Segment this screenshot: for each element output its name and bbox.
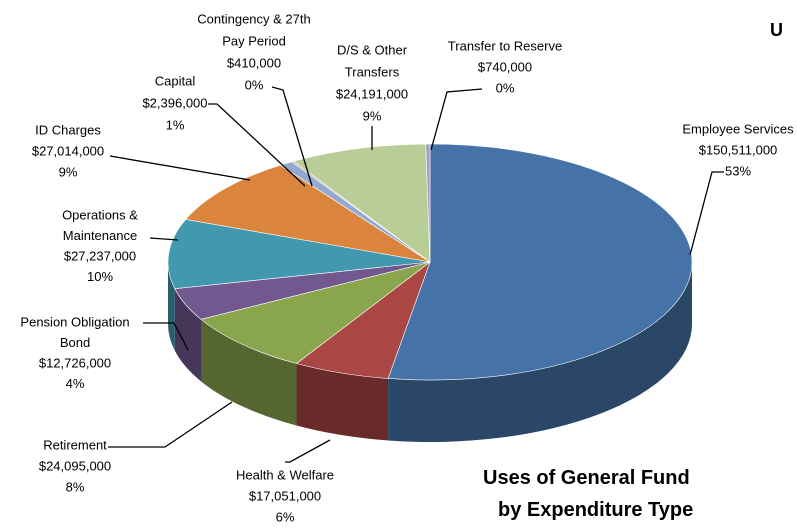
category-label: Transfers — [345, 64, 400, 79]
percent-label: 0% — [245, 77, 264, 92]
leader-line — [108, 401, 233, 448]
category-label: Bond — [60, 335, 90, 350]
category-label: Capital — [155, 73, 196, 88]
value-label: $17,051,000 — [249, 488, 321, 503]
leader-line — [143, 322, 189, 351]
slice-side — [388, 262, 692, 442]
category-label: Employee Services — [682, 121, 794, 136]
category-label: Contingency & 27th — [197, 11, 310, 26]
percent-label: 0% — [496, 80, 515, 95]
category-label: Maintenance — [63, 228, 137, 243]
value-label: $27,014,000 — [32, 143, 104, 158]
leader-line — [285, 439, 331, 463]
percent-label: 1% — [166, 117, 185, 132]
slice-side — [168, 262, 175, 351]
value-label: $24,095,000 — [39, 458, 111, 473]
category-label: Health & Welfare — [236, 467, 334, 482]
category-label: ID Charges — [35, 122, 101, 137]
slice — [293, 143, 431, 263]
value-label: $740,000 — [478, 59, 532, 74]
value-label: $410,000 — [227, 55, 281, 70]
leader-line — [208, 103, 306, 187]
chart-title: Uses of General Fund — [483, 467, 690, 489]
leader-line — [430, 88, 483, 151]
slice — [185, 164, 431, 263]
slice — [387, 143, 693, 381]
category-label: Pay Period — [222, 33, 286, 48]
leader-line — [689, 171, 724, 256]
category-label: Transfer to Reserve — [448, 38, 562, 53]
leader-line — [149, 237, 179, 241]
slice — [200, 261, 431, 364]
value-label: $12,726,000 — [39, 355, 111, 370]
slice-side — [296, 363, 389, 441]
percent-label: 4% — [66, 376, 85, 391]
leader-line — [271, 86, 313, 187]
percent-label: 9% — [363, 108, 382, 123]
chart-title: by Expenditure Type — [498, 499, 693, 521]
percent-label: 53% — [725, 163, 751, 178]
value-label: $2,396,000 — [142, 95, 207, 110]
value-label: $27,237,000 — [64, 248, 136, 263]
percent-label: 8% — [66, 479, 85, 494]
category-label: Operations & — [62, 207, 138, 222]
percent-label: 10% — [87, 269, 113, 284]
slice-side — [200, 319, 297, 426]
annotation: U — [770, 20, 783, 40]
value-label: $24,191,000 — [336, 86, 408, 101]
category-label: D/S & Other — [337, 42, 408, 57]
leader-line — [109, 155, 251, 181]
category-label: Retirement — [43, 437, 107, 452]
percent-label: 9% — [59, 164, 78, 179]
slice — [425, 143, 431, 263]
value-label: $150,511,000 — [699, 142, 778, 157]
slice-side — [174, 288, 201, 382]
slice — [167, 219, 431, 290]
category-label: Pension Obligation — [20, 314, 129, 329]
percent-label: 6% — [276, 509, 295, 524]
